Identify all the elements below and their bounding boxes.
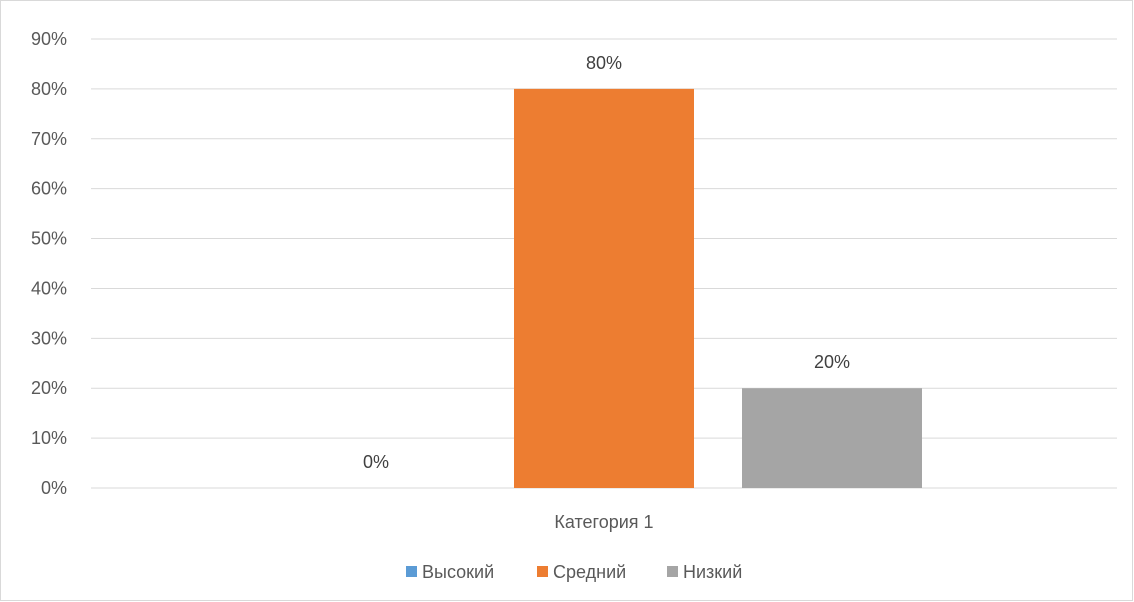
data-labels: 0% 80% 20%: [363, 53, 850, 472]
y-axis-tick-labels: 0% 10% 20% 30% 40% 50% 60% 70% 80% 90%: [31, 29, 67, 498]
y-tick-label: 90%: [31, 29, 67, 49]
legend-swatch-2: [537, 566, 548, 577]
y-tick-label: 80%: [31, 79, 67, 99]
y-tick-label: 70%: [31, 129, 67, 149]
y-tick-label: 20%: [31, 378, 67, 398]
y-tick-label: 60%: [31, 179, 67, 199]
legend-label-2: Средний: [553, 562, 626, 582]
legend-swatch-1: [406, 566, 417, 577]
legend-swatch-3: [667, 566, 678, 577]
y-tick-label: 40%: [31, 278, 67, 298]
y-tick-label: 50%: [31, 229, 67, 249]
y-tick-label: 0%: [41, 478, 67, 498]
data-label-1: 0%: [363, 452, 389, 472]
data-label-3: 20%: [814, 352, 850, 372]
y-tick-label: 10%: [31, 428, 67, 448]
bar-3: [742, 388, 922, 488]
legend-label-3: Низкий: [683, 562, 742, 582]
y-tick-label: 30%: [31, 328, 67, 348]
legend-label-1: Высокий: [422, 562, 494, 582]
x-category-label: Категория 1: [554, 512, 653, 532]
bar-2: [514, 88, 694, 488]
legend: Высокий Средний Низкий: [406, 562, 742, 582]
x-axis: Категория 1: [554, 512, 653, 532]
data-label-2: 80%: [586, 53, 622, 73]
bars: [514, 88, 922, 488]
